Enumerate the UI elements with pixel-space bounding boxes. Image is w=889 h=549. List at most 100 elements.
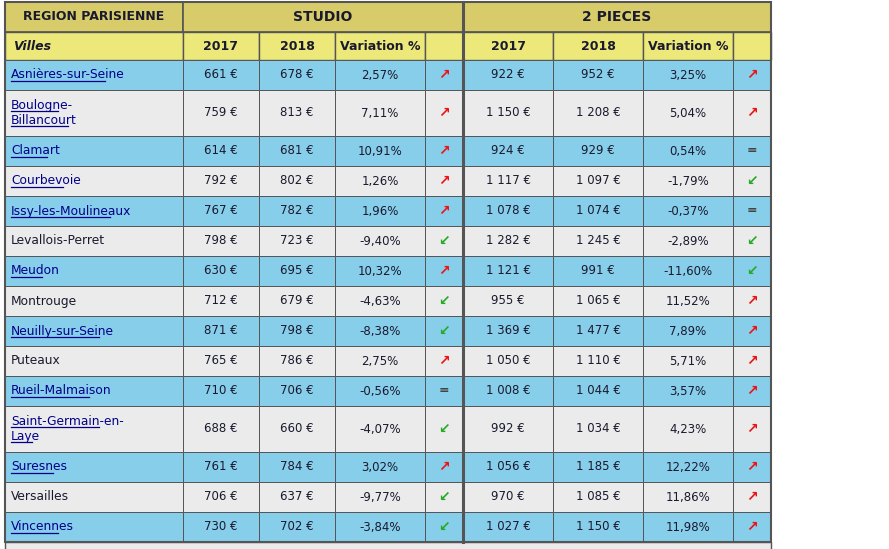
- Text: 2017: 2017: [204, 40, 238, 53]
- Text: =: =: [747, 144, 757, 158]
- Text: 10,32%: 10,32%: [357, 265, 403, 277]
- Text: 679 €: 679 €: [280, 294, 314, 307]
- Text: ↙: ↙: [746, 174, 757, 188]
- Text: ↗: ↗: [438, 68, 450, 82]
- Text: 702 €: 702 €: [280, 520, 314, 534]
- Text: -9,77%: -9,77%: [359, 490, 401, 503]
- Text: 1 477 €: 1 477 €: [575, 324, 621, 338]
- Bar: [259, 226, 335, 256]
- Text: 637 €: 637 €: [280, 490, 314, 503]
- Bar: [733, 512, 771, 542]
- Text: -3,84%: -3,84%: [359, 520, 401, 534]
- Bar: [643, 376, 733, 406]
- Text: 2017: 2017: [491, 40, 525, 53]
- Bar: [259, 376, 335, 406]
- Text: 1 074 €: 1 074 €: [575, 204, 621, 217]
- Bar: [463, 512, 553, 542]
- Bar: [183, 60, 259, 90]
- Text: ↗: ↗: [438, 460, 450, 474]
- Bar: [553, 32, 643, 60]
- Text: 2,75%: 2,75%: [361, 355, 398, 367]
- Text: 1 085 €: 1 085 €: [576, 490, 621, 503]
- Bar: [335, 316, 425, 346]
- Bar: [643, 452, 733, 482]
- Text: 0,54%: 0,54%: [669, 144, 707, 158]
- Bar: [553, 346, 643, 376]
- Text: Villes: Villes: [13, 40, 52, 53]
- Text: 1 078 €: 1 078 €: [485, 204, 531, 217]
- Text: 1 034 €: 1 034 €: [575, 423, 621, 435]
- Bar: [5, 2, 183, 32]
- Bar: [733, 256, 771, 286]
- Bar: [463, 316, 553, 346]
- Text: REGION PARISIENNE: REGION PARISIENNE: [23, 10, 164, 24]
- Text: STUDIO: STUDIO: [293, 10, 353, 24]
- Text: 3,02%: 3,02%: [362, 461, 398, 473]
- Bar: [259, 482, 335, 512]
- Bar: [5, 512, 183, 542]
- Bar: [5, 286, 183, 316]
- Text: 712 €: 712 €: [204, 294, 238, 307]
- Text: 1 369 €: 1 369 €: [485, 324, 531, 338]
- Bar: [425, 452, 463, 482]
- Bar: [183, 346, 259, 376]
- Bar: [5, 406, 183, 452]
- Text: 792 €: 792 €: [204, 175, 238, 188]
- Bar: [183, 452, 259, 482]
- Text: 1 245 €: 1 245 €: [575, 234, 621, 248]
- Bar: [553, 166, 643, 196]
- Bar: [183, 256, 259, 286]
- Bar: [335, 60, 425, 90]
- Bar: [553, 406, 643, 452]
- Bar: [425, 136, 463, 166]
- Bar: [5, 32, 183, 60]
- Text: 922 €: 922 €: [491, 69, 525, 81]
- Bar: [553, 60, 643, 90]
- Text: -1,79%: -1,79%: [667, 175, 709, 188]
- Bar: [733, 166, 771, 196]
- Text: ↗: ↗: [746, 324, 757, 338]
- Text: 7,11%: 7,11%: [361, 107, 398, 120]
- Bar: [5, 316, 183, 346]
- Text: -4,07%: -4,07%: [359, 423, 401, 435]
- Bar: [643, 316, 733, 346]
- Text: 710 €: 710 €: [204, 384, 238, 397]
- Bar: [643, 482, 733, 512]
- Text: -0,37%: -0,37%: [668, 204, 709, 217]
- Text: 2,57%: 2,57%: [361, 69, 398, 81]
- Bar: [463, 406, 553, 452]
- Text: 871 €: 871 €: [204, 324, 238, 338]
- Text: ↗: ↗: [746, 294, 757, 308]
- Bar: [183, 226, 259, 256]
- Text: Courbevoie: Courbevoie: [11, 175, 81, 188]
- Bar: [463, 136, 553, 166]
- Text: -11,60%: -11,60%: [663, 265, 713, 277]
- Bar: [463, 32, 553, 60]
- Bar: [335, 196, 425, 226]
- Bar: [425, 90, 463, 136]
- Text: ↗: ↗: [438, 264, 450, 278]
- Bar: [425, 196, 463, 226]
- Bar: [183, 512, 259, 542]
- Bar: [425, 376, 463, 406]
- Bar: [733, 136, 771, 166]
- Text: 3,57%: 3,57%: [669, 384, 707, 397]
- Text: ↗: ↗: [746, 384, 757, 398]
- Bar: [259, 256, 335, 286]
- Text: 782 €: 782 €: [280, 204, 314, 217]
- Bar: [643, 136, 733, 166]
- Bar: [183, 376, 259, 406]
- Bar: [183, 406, 259, 452]
- Text: 12,22%: 12,22%: [666, 461, 710, 473]
- Text: ↙: ↙: [438, 490, 450, 504]
- Text: 1 008 €: 1 008 €: [485, 384, 531, 397]
- Bar: [733, 60, 771, 90]
- Bar: [425, 32, 463, 60]
- Bar: [183, 286, 259, 316]
- Text: 11,86%: 11,86%: [666, 490, 710, 503]
- Text: ↗: ↗: [746, 106, 757, 120]
- Text: =: =: [438, 384, 449, 397]
- Text: -0,56%: -0,56%: [359, 384, 401, 397]
- Bar: [553, 512, 643, 542]
- Bar: [335, 226, 425, 256]
